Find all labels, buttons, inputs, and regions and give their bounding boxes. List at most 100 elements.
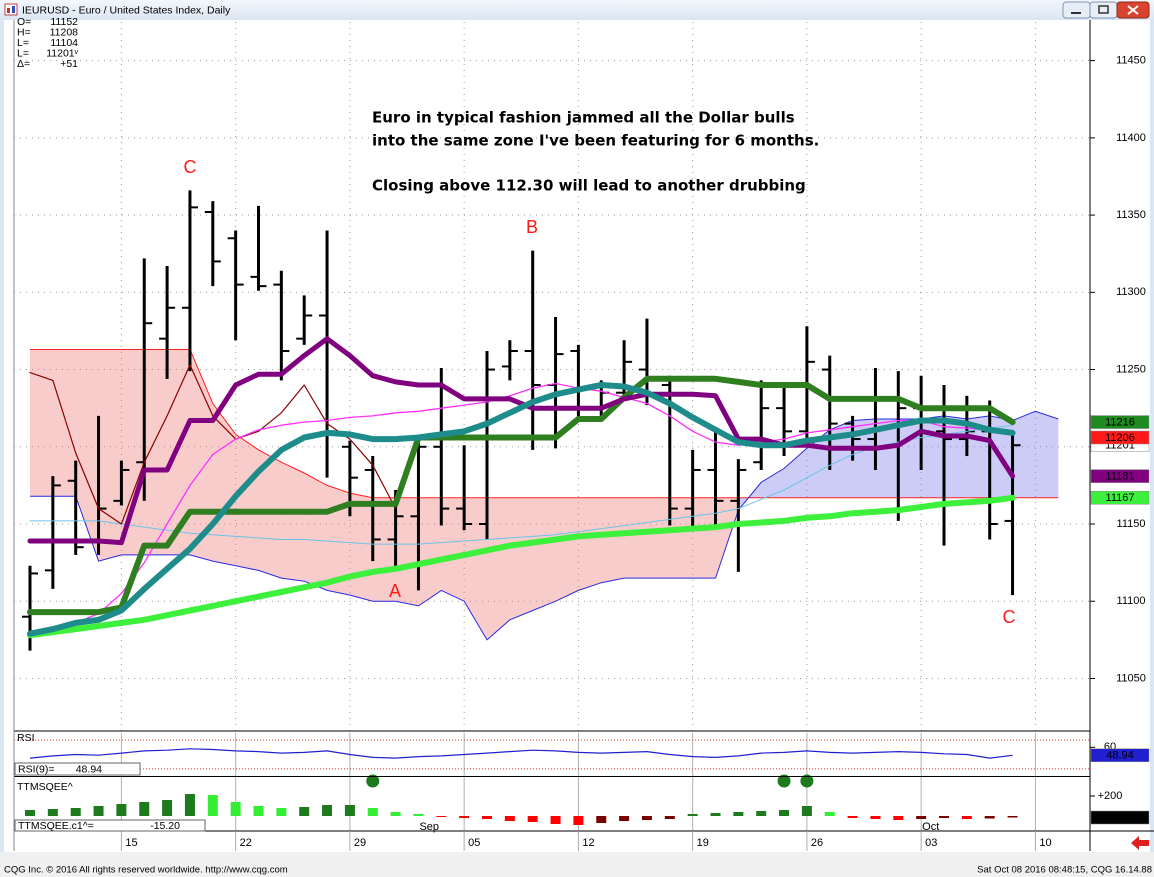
footer-copyright: CQG Inc. © 2016 All rights reserved worl…	[4, 865, 288, 876]
x-tick-label: 19	[697, 837, 709, 849]
y-tick-label: 11250	[1116, 363, 1146, 375]
readout-label: TTMSQEE.c1^=	[18, 820, 94, 832]
wave-label: A	[389, 581, 401, 601]
cloud-fill	[1035, 411, 1059, 498]
cloud-fill	[212, 403, 236, 566]
indicator-line	[27, 382, 1016, 637]
y-tick-label: 11050	[1116, 672, 1146, 684]
cloud-edge	[30, 410, 1059, 641]
cloud-fill	[75, 349, 99, 562]
histogram-bar	[436, 816, 447, 817]
squeeze-dot	[777, 774, 791, 788]
cloud-fill	[692, 497, 716, 579]
maximize-button[interactable]	[1089, 1, 1118, 19]
cloud-fill	[464, 497, 487, 640]
cloud-fill	[395, 497, 419, 606]
readout-box	[14, 819, 206, 832]
cloud-fill	[98, 349, 122, 562]
cloud-edge	[30, 349, 1059, 499]
readout-value: -15.20	[150, 820, 180, 832]
histogram-bar	[916, 816, 927, 819]
histogram-bar	[276, 808, 287, 816]
readout-value: 11152	[50, 16, 78, 28]
indicator-line	[27, 375, 1016, 616]
cloud-fill	[669, 497, 693, 579]
last-value-label: 11181	[1106, 471, 1135, 483]
cloud-fill	[715, 497, 739, 579]
scroll-arrow[interactable]	[1131, 836, 1149, 850]
histogram-bar	[25, 810, 35, 816]
minimize-button[interactable]	[1062, 1, 1091, 19]
app-icon-bar	[12, 6, 15, 13]
last-value-box	[1090, 415, 1150, 429]
indicator-line	[27, 336, 1016, 546]
histogram-bar	[162, 800, 173, 816]
histogram-bar	[47, 809, 58, 816]
last-value-box	[1090, 469, 1150, 483]
histogram-bar	[550, 816, 561, 824]
readout-label: L=	[17, 37, 29, 49]
cloud-fill	[601, 497, 625, 583]
histogram-bar	[619, 816, 630, 821]
indicator-line	[27, 494, 1016, 639]
histogram-bar	[961, 816, 972, 819]
last-value-box	[1090, 430, 1150, 445]
app-icon	[4, 3, 18, 16]
histogram-bar	[116, 804, 127, 816]
cloud-fill	[829, 420, 853, 498]
readout-value: 11201ᵛ	[46, 47, 78, 59]
histogram-bar	[1007, 816, 1018, 818]
annotation-line: into the same zone I've been featuring f…	[372, 132, 819, 150]
histogram-bar	[596, 816, 607, 823]
y-tick-label: 11150	[1117, 518, 1146, 530]
footer-timestamp: Sat Oct 08 2016 08:48:15, CQG 16.14.88	[977, 865, 1152, 876]
title-bar	[0, 0, 1154, 20]
annotation-line: Euro in typical fashion jammed all the D…	[372, 109, 795, 127]
month-label: Sep	[419, 821, 439, 833]
last-value-label: -15.2	[1107, 812, 1132, 824]
cloud-fill	[52, 349, 76, 497]
cloud-fill	[875, 419, 899, 498]
histogram-bar	[253, 806, 264, 816]
panel-title: RSI	[17, 732, 35, 744]
cloud-fill	[624, 497, 647, 579]
last-value-label: 11216	[1105, 416, 1135, 428]
readout-label: H=	[17, 26, 31, 38]
histogram-bar	[93, 806, 104, 816]
histogram-bar	[527, 816, 538, 822]
y-tick-label: 11100	[1117, 595, 1146, 607]
cloud-fill	[441, 497, 465, 602]
readout-box	[14, 762, 141, 776]
histogram-bar	[801, 806, 812, 816]
histogram-bar	[230, 802, 241, 816]
rsi-line	[29, 748, 1013, 759]
x-tick-label: 10	[1039, 837, 1051, 849]
plot-layer	[14, 22, 1090, 831]
cloud-fill	[761, 468, 785, 498]
footer-bar	[0, 852, 1154, 877]
cloud-fill	[121, 349, 145, 555]
x-tick-label: 26	[811, 837, 823, 849]
cloud-fill	[349, 493, 373, 602]
month-label: Oct	[922, 821, 939, 833]
cloud-fill	[144, 349, 168, 555]
y-tick-label: 11400	[1116, 132, 1146, 144]
histogram-bar	[390, 812, 401, 816]
last-value-label: 11167	[1106, 492, 1135, 504]
histogram-bar	[184, 794, 195, 816]
cloud-fill	[509, 497, 533, 620]
histogram-bar	[344, 805, 355, 816]
last-value-box	[1090, 810, 1150, 825]
last-value-label: 48.94	[1106, 750, 1134, 762]
histogram-bar	[207, 795, 218, 816]
y-tick-label: 11350	[1116, 209, 1146, 221]
maximize-icon	[1098, 5, 1109, 14]
indicator-line	[29, 424, 1014, 545]
histogram-bar	[847, 816, 858, 818]
cloud-fill	[304, 473, 328, 591]
cloud-fill	[647, 497, 670, 579]
panel-title: TTMSQEE^	[17, 781, 73, 793]
histogram-bar	[824, 812, 835, 816]
close-icon	[1127, 5, 1139, 15]
wave-label: C	[184, 157, 197, 177]
